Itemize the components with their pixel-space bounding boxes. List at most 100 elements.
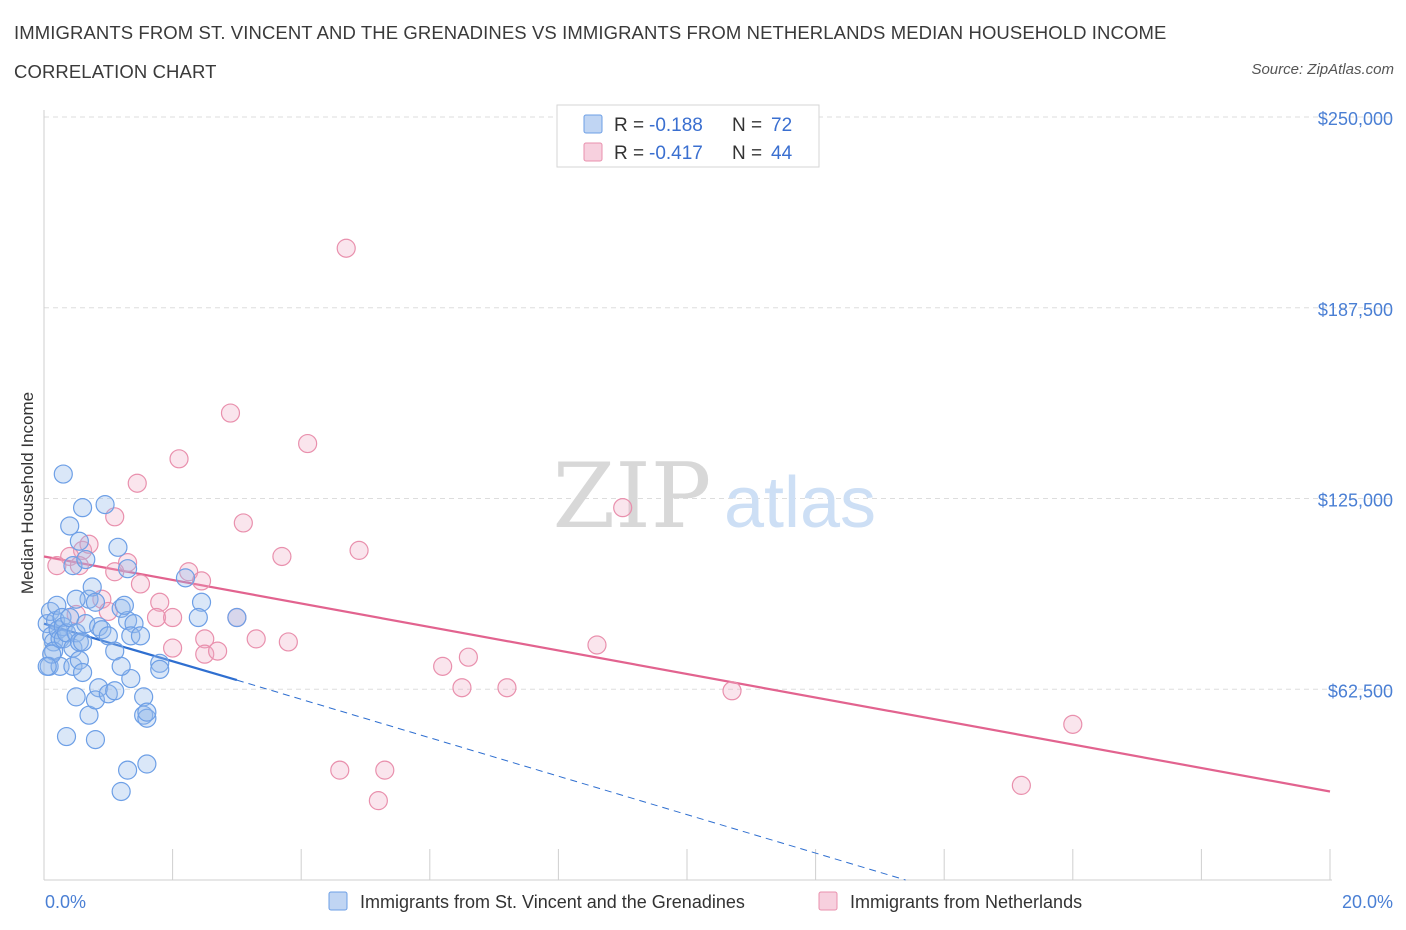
point-st-vincent xyxy=(111,781,131,802)
legend-r-value-2: -0.417 xyxy=(649,143,703,164)
x-tick-label-min: 0.0% xyxy=(45,892,86,912)
point-st-vincent xyxy=(72,498,93,518)
point-st-vincent xyxy=(108,537,128,557)
point-st-vincent xyxy=(227,607,247,628)
bottom-legend-label-1: Immigrants from St. Vincent and the Gren… xyxy=(360,892,745,912)
watermark-atlas: atlas xyxy=(724,463,876,543)
legend-n-value-2: 44 xyxy=(771,143,793,164)
point-netherlands xyxy=(130,574,151,594)
point-netherlands xyxy=(1011,775,1031,795)
point-st-vincent xyxy=(117,760,138,780)
point-st-vincent xyxy=(60,516,80,536)
point-st-vincent xyxy=(72,662,93,683)
point-netherlands xyxy=(458,647,478,667)
point-st-vincent xyxy=(105,681,125,701)
legend-r-label-2: R = xyxy=(614,143,644,164)
trend-line-st-vincent-extension xyxy=(236,679,906,881)
point-st-vincent xyxy=(111,598,131,618)
point-netherlands xyxy=(368,791,388,811)
point-st-vincent xyxy=(137,708,157,728)
point-netherlands xyxy=(169,449,189,469)
point-netherlands xyxy=(497,678,517,698)
point-st-vincent xyxy=(66,687,86,707)
point-st-vincent xyxy=(76,549,96,570)
point-netherlands xyxy=(127,473,147,493)
point-st-vincent xyxy=(66,589,86,609)
trend-lines xyxy=(43,555,1331,881)
point-st-vincent xyxy=(53,464,73,484)
point-netherlands xyxy=(47,556,67,576)
point-st-vincent xyxy=(175,568,196,588)
point-st-vincent xyxy=(150,653,170,673)
point-netherlands xyxy=(163,638,183,658)
point-netherlands xyxy=(272,546,292,567)
point-st-vincent xyxy=(95,495,115,515)
point-st-vincent xyxy=(69,650,89,670)
point-netherlands xyxy=(375,760,395,780)
y-tick-label: $187,500 xyxy=(1318,300,1393,320)
point-st-vincent xyxy=(117,559,138,579)
legend-n-value-1: 72 xyxy=(771,115,792,136)
bottom-legend-label-2: Immigrants from Netherlands xyxy=(850,892,1082,912)
point-netherlands xyxy=(233,513,253,533)
legend-r-value-1: -0.188 xyxy=(649,115,703,136)
point-st-vincent xyxy=(89,678,109,698)
correlation-legend: R = -0.188 N = 72 R = -0.417 N = 44 xyxy=(556,104,820,168)
point-netherlands xyxy=(452,678,472,698)
point-netherlands xyxy=(587,635,607,655)
point-st-vincent xyxy=(134,687,154,707)
point-st-vincent xyxy=(150,659,170,680)
bottom-legend-swatch-pink xyxy=(818,891,838,911)
trend-line-netherlands xyxy=(43,555,1331,793)
legend-n-label-2: N = xyxy=(732,143,762,164)
axes xyxy=(43,110,1332,881)
point-st-vincent xyxy=(121,626,141,646)
y-tick-labels: $62,500 $125,000 $187,500 $250,000 xyxy=(1318,109,1393,701)
legend-swatch-blue xyxy=(583,114,603,134)
point-netherlands xyxy=(191,571,212,591)
point-netherlands xyxy=(613,498,633,518)
point-netherlands xyxy=(349,540,369,560)
point-st-vincent xyxy=(114,595,134,615)
point-st-vincent xyxy=(42,644,62,664)
point-st-vincent xyxy=(191,592,212,612)
point-st-vincent xyxy=(188,607,208,628)
point-netherlands xyxy=(278,632,298,652)
point-st-vincent xyxy=(137,754,157,774)
legend-swatch-pink xyxy=(583,142,603,162)
point-netherlands xyxy=(298,433,318,454)
data-points xyxy=(37,238,1083,811)
point-netherlands xyxy=(722,681,742,701)
point-st-vincent xyxy=(85,592,106,612)
point-netherlands xyxy=(220,403,241,423)
watermark-zip: ZIP xyxy=(553,444,712,549)
point-st-vincent xyxy=(137,702,157,722)
point-netherlands xyxy=(150,592,170,612)
point-netherlands xyxy=(146,607,167,628)
source-credit: Source: ZipAtlas.com xyxy=(1251,61,1394,78)
series-legend: Immigrants from St. Vincent and the Gren… xyxy=(328,891,1082,912)
legend-r-label-1: R = xyxy=(614,115,644,136)
x-ticks xyxy=(172,849,1331,880)
point-netherlands xyxy=(208,641,228,661)
point-st-vincent xyxy=(37,656,57,676)
y-tick-label: $250,000 xyxy=(1318,109,1393,129)
point-netherlands xyxy=(246,629,266,649)
grid-lines xyxy=(44,116,1393,690)
point-netherlands xyxy=(433,656,453,676)
y-tick-label: $62,500 xyxy=(1328,681,1393,701)
point-netherlands xyxy=(330,760,350,780)
point-netherlands xyxy=(336,238,356,258)
point-st-vincent xyxy=(72,632,93,652)
point-st-vincent xyxy=(111,656,131,676)
point-st-vincent xyxy=(69,531,89,551)
y-axis-label: Median Household Income xyxy=(18,392,37,594)
point-st-vincent xyxy=(56,726,77,747)
legend-n-label-1: N = xyxy=(732,115,762,136)
point-netherlands xyxy=(195,629,215,649)
chart-title-line-2: CORRELATION CHART xyxy=(14,61,217,82)
point-st-vincent xyxy=(85,730,106,750)
x-tick-label-max: 20.0% xyxy=(1342,892,1393,912)
point-st-vincent xyxy=(47,595,67,615)
chart-title-line-1: IMMIGRANTS FROM ST. VINCENT AND THE GREN… xyxy=(14,22,1167,43)
